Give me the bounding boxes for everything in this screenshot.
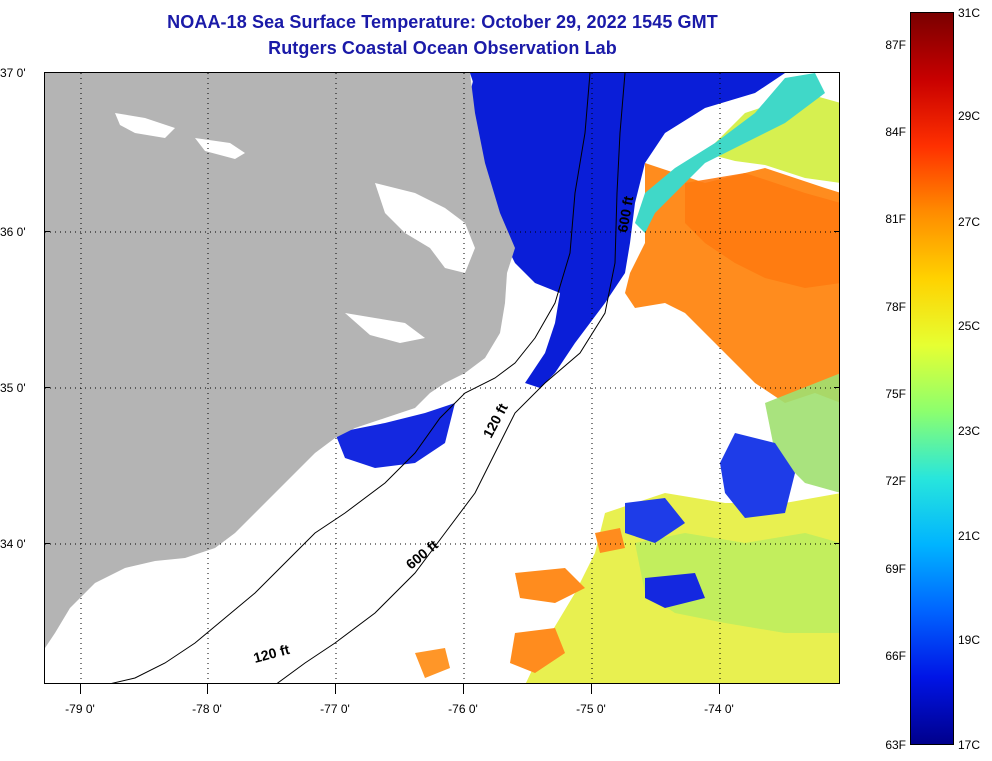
lat-tick bbox=[834, 543, 840, 544]
colorbar-f-label: 75F bbox=[885, 387, 906, 401]
graticule bbox=[45, 73, 839, 683]
warm-patch-1 bbox=[515, 568, 585, 603]
contour-600ft bbox=[276, 73, 626, 683]
colorbar-c-label: 25C bbox=[958, 319, 981, 333]
cold-pocket-south bbox=[625, 498, 685, 543]
colorbar-f-label: 78F bbox=[885, 300, 906, 314]
colorbar-f-label: 63F bbox=[885, 738, 906, 752]
lat-tick bbox=[44, 231, 50, 232]
gulf-stream-core bbox=[685, 173, 839, 288]
warm-water-yellow-east bbox=[705, 93, 839, 183]
warm-patch-4 bbox=[595, 528, 625, 553]
warm-patch-3 bbox=[415, 648, 450, 678]
lat-label-34: 34 0' bbox=[0, 537, 26, 551]
albemarle-sound bbox=[115, 113, 175, 138]
contour-label-600ft-north: 600 ft bbox=[614, 194, 636, 233]
cyan-filament bbox=[635, 73, 825, 233]
coastal-blue-north bbox=[470, 73, 515, 153]
colorbar-f-label: 81F bbox=[885, 212, 906, 226]
map-title: NOAA-18 Sea Surface Temperature: October… bbox=[167, 12, 718, 32]
warm-water-green-south bbox=[635, 533, 839, 633]
colorbar-f-label: 84F bbox=[885, 125, 906, 139]
colorbar-c-label: 19C bbox=[958, 633, 981, 647]
cold-nearshore-blue bbox=[335, 403, 455, 468]
map-subtitle: Rutgers Coastal Ocean Observation Lab bbox=[268, 38, 617, 58]
colorbar-c-label: 23C bbox=[958, 424, 981, 438]
cold-pocket-south2 bbox=[645, 573, 705, 608]
lon-tick bbox=[207, 684, 208, 694]
colorbar-c-label: 31C bbox=[958, 6, 981, 20]
warm-patch-2 bbox=[510, 628, 565, 673]
temperature-colorbar bbox=[910, 12, 954, 745]
sst-map: 600 ft 120 ft 600 ft 120 ft bbox=[44, 72, 840, 684]
colorbar-c-label: 27C bbox=[958, 215, 981, 229]
cold-shelf-water bbox=[465, 73, 785, 388]
lon-label-75: -75 0' bbox=[576, 702, 606, 716]
lon-label-79: -79 0' bbox=[65, 702, 95, 716]
colorbar-f-label: 87F bbox=[885, 38, 906, 52]
lon-label-76: -76 0' bbox=[448, 702, 478, 716]
lat-label-36: 36 0' bbox=[0, 225, 26, 239]
colorbar-f-label: 66F bbox=[885, 649, 906, 663]
contour-120ft bbox=[111, 73, 591, 683]
lon-tick bbox=[463, 684, 464, 694]
colorbar-c-label: 29C bbox=[958, 109, 981, 123]
lat-tick bbox=[44, 72, 50, 73]
lat-label-37: 37 0' bbox=[0, 66, 26, 80]
green-band-east bbox=[765, 373, 839, 493]
colorbar-c-label: 17C bbox=[958, 738, 981, 752]
cold-pocket-east bbox=[720, 433, 795, 518]
lat-tick bbox=[44, 543, 50, 544]
lat-tick bbox=[44, 387, 50, 388]
sst-map-canvas: 600 ft 120 ft 600 ft 120 ft bbox=[45, 73, 839, 683]
colorbar-c-label: 21C bbox=[958, 529, 981, 543]
lon-label-74: -74 0' bbox=[704, 702, 734, 716]
lon-tick bbox=[719, 684, 720, 694]
colorbar-f-label: 72F bbox=[885, 474, 906, 488]
colorbar-f-label: 69F bbox=[885, 562, 906, 576]
lon-tick bbox=[335, 684, 336, 694]
lon-tick bbox=[591, 684, 592, 694]
neuse-river bbox=[345, 313, 425, 343]
lat-tick bbox=[834, 231, 840, 232]
lat-label-35: 35 0' bbox=[0, 381, 26, 395]
lon-label-77: -77 0' bbox=[320, 702, 350, 716]
pamlico-sound bbox=[375, 183, 475, 273]
lat-tick bbox=[834, 387, 840, 388]
lon-label-78: -78 0' bbox=[192, 702, 222, 716]
lon-tick bbox=[80, 684, 81, 694]
